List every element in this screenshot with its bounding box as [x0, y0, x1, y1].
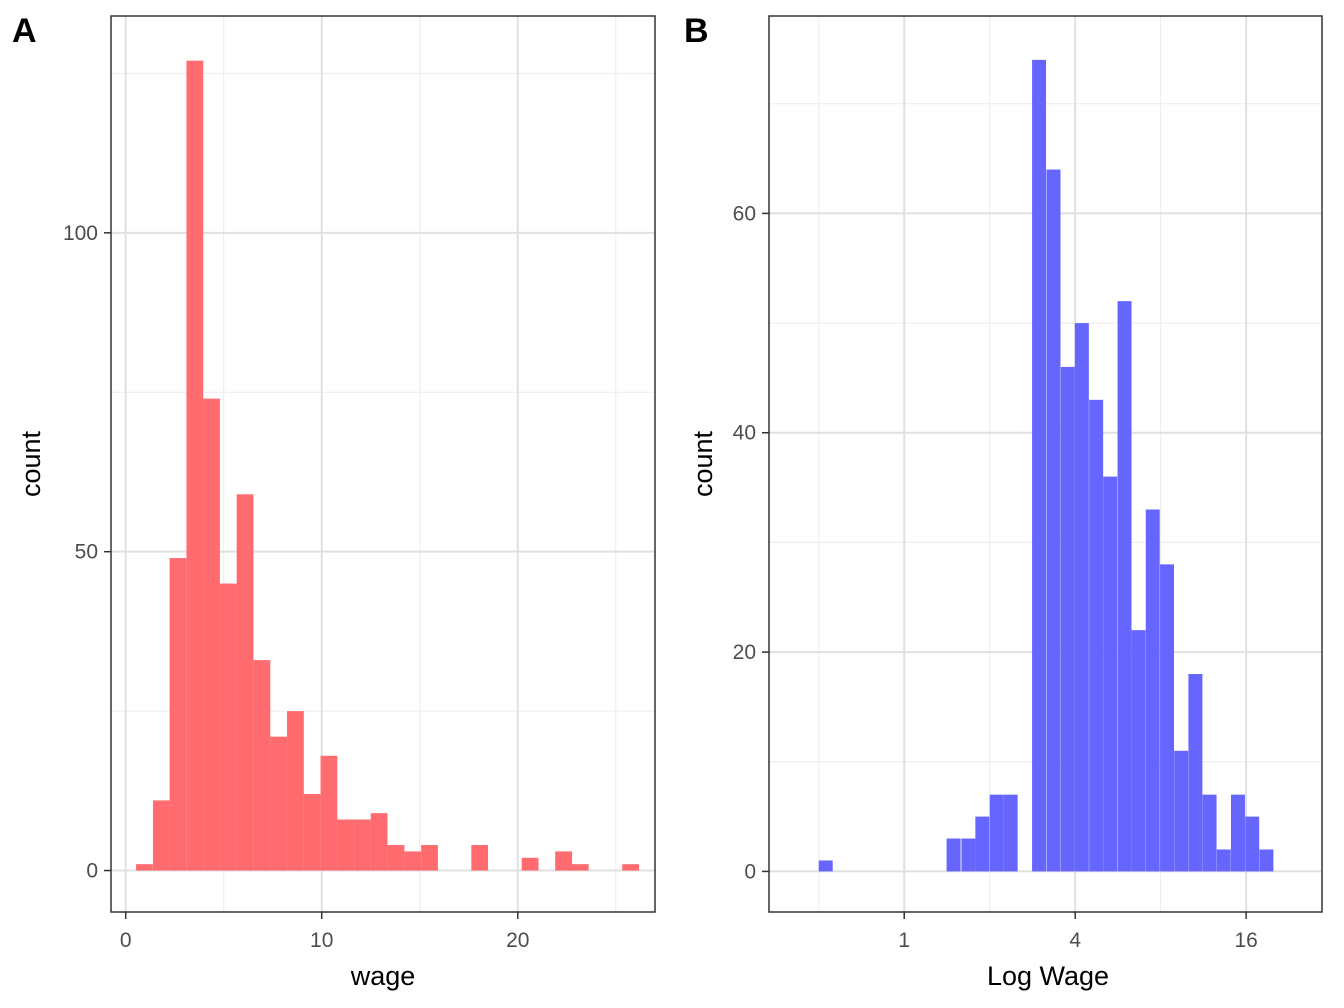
panel-tag-b: B [684, 12, 709, 50]
y-tick-label: 0 [86, 860, 98, 883]
histogram-bar [1046, 169, 1061, 872]
histogram-bar [521, 857, 539, 871]
histogram-bar [1145, 509, 1160, 872]
histogram-bar [219, 583, 237, 871]
histogram-bar [136, 864, 153, 871]
x-tick-label: 0 [120, 929, 132, 952]
histogram-bar [236, 494, 254, 871]
histogram-bar [370, 813, 388, 871]
x-tick-label: 16 [1234, 929, 1257, 952]
y-tick-label: 100 [63, 222, 98, 245]
histogram-bar [471, 845, 489, 871]
histogram-bar [1259, 849, 1274, 872]
histogram-bar [1032, 59, 1047, 872]
histogram-bar [975, 816, 990, 872]
histogram-bar [961, 838, 976, 872]
histogram-bar [152, 800, 170, 871]
histogram-bar [1131, 630, 1146, 872]
histogram-bar [1174, 750, 1189, 872]
histogram-bar [354, 819, 371, 871]
histogram-bar [421, 845, 438, 871]
y-tick-label: 0 [744, 860, 756, 883]
histogram-bar [818, 860, 833, 872]
histogram-bar [1089, 399, 1104, 872]
histogram-bar [387, 845, 405, 871]
histogram-bar [1103, 476, 1118, 872]
plot-frame [768, 15, 1323, 913]
x-tick-label: 10 [310, 929, 333, 952]
histogram-bar [571, 864, 589, 871]
histogram-bar [186, 60, 204, 871]
histogram-bar [169, 558, 187, 871]
histogram-bar [1060, 366, 1075, 872]
y-axis-title: count [16, 430, 46, 497]
histogram-panel-wage: 0 10 20 0 50 100 wage count [16, 15, 656, 991]
x-axis-title: wage [350, 961, 416, 991]
x-tick-label: 1 [898, 929, 910, 952]
histogram-bar [1245, 816, 1260, 872]
y-tick-label: 40 [733, 422, 756, 445]
histogram-bar [1216, 849, 1231, 872]
panel-tag-a: A [12, 12, 37, 50]
histogram-bar [253, 660, 271, 871]
histogram-bar [1160, 564, 1175, 872]
histogram-bar [989, 794, 1004, 872]
histogram-bar [404, 851, 422, 871]
histogram-bar [287, 711, 304, 871]
histogram-bar [1202, 794, 1217, 872]
x-tick-label: 20 [506, 929, 529, 952]
y-tick-label: 60 [733, 202, 756, 225]
histogram-bar [1074, 323, 1089, 872]
x-tick-label: 4 [1069, 929, 1081, 952]
histogram-bar [1230, 794, 1245, 872]
histogram-bar [303, 794, 321, 871]
plot-frame [110, 15, 656, 913]
histogram-panel-log-wage: 1 4 16 0 20 40 60 Log Wage count [688, 15, 1323, 991]
histogram-bar [1003, 794, 1018, 872]
histogram-bar [270, 736, 287, 871]
histogram-bar [320, 755, 338, 871]
histogram-bar [203, 398, 220, 871]
histogram-bar [622, 864, 640, 871]
y-tick-label: 50 [75, 541, 98, 564]
histogram-bar [1188, 674, 1203, 872]
histogram-bar [555, 851, 572, 871]
histogram-bar [337, 819, 354, 871]
histogram-bar [946, 838, 961, 872]
histogram-bar [1117, 301, 1132, 872]
y-tick-label: 20 [733, 641, 756, 664]
x-axis-title: Log Wage [987, 961, 1109, 991]
y-axis-title: count [688, 430, 718, 497]
